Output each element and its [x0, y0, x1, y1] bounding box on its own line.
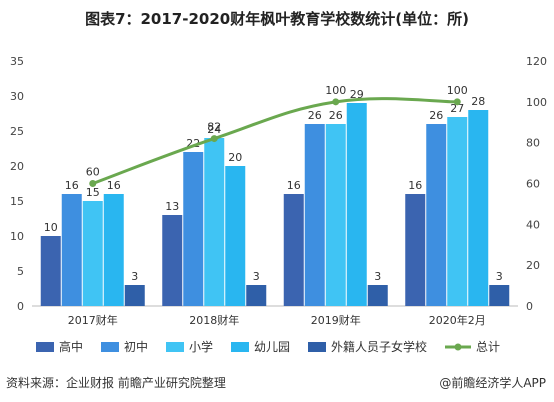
total-point: [332, 98, 340, 106]
bar-value-label: 3: [131, 270, 138, 283]
legend-swatch: [36, 342, 54, 352]
legend-label: 外籍人员子女学校: [331, 339, 427, 354]
bar: [367, 285, 388, 306]
bar: [183, 152, 204, 306]
y-left-tick-label: 0: [17, 300, 24, 313]
total-value-label: 82: [207, 121, 221, 134]
legend-label: 高中: [59, 339, 83, 354]
total-value-label: 60: [86, 166, 100, 179]
y-left-tick-label: 25: [10, 125, 24, 138]
bar-value-label: 26: [308, 109, 322, 122]
total-point: [89, 180, 97, 187]
bar: [325, 124, 346, 306]
y-left-tick-label: 35: [10, 55, 24, 68]
y-right-tick-label: 60: [526, 178, 540, 191]
bar-value-label: 16: [107, 179, 121, 192]
y-right-tick-label: 0: [526, 300, 533, 313]
bar-value-label: 13: [165, 200, 179, 213]
total-point: [210, 135, 218, 143]
bar: [304, 124, 325, 306]
legend-swatch: [308, 342, 326, 352]
bar-value-label: 3: [496, 270, 503, 283]
bar: [204, 138, 225, 306]
bar: [346, 103, 367, 306]
legend-label: 初中: [124, 339, 148, 354]
y-left-tick-label: 20: [10, 160, 24, 173]
bar: [426, 124, 447, 306]
bar-value-label: 28: [471, 95, 485, 108]
bar: [40, 236, 61, 306]
legend-label: 小学: [189, 339, 213, 354]
legend-label: 幼儿园: [254, 340, 290, 354]
y-left-tick-label: 15: [10, 195, 24, 208]
y-right-tick-label: 40: [526, 218, 540, 231]
y-left-tick-label: 30: [10, 90, 24, 103]
bar: [82, 201, 103, 306]
legend-swatch: [166, 342, 184, 352]
y-left-tick-label: 5: [17, 265, 24, 278]
bar: [162, 215, 183, 306]
y-right-tick-label: 100: [526, 96, 547, 109]
bar: [468, 110, 489, 306]
bar-value-label: 24: [207, 123, 221, 136]
bar-value-label: 16: [65, 179, 79, 192]
brand-note: @前瞻经济学人APP: [439, 376, 546, 390]
bar: [61, 194, 82, 306]
bar-value-label: 16: [287, 179, 301, 192]
total-line: [92, 97, 458, 185]
bar-value-label: 10: [44, 221, 58, 234]
bar-value-label: 15: [86, 186, 100, 199]
legend-swatch: [101, 342, 119, 352]
bar: [103, 194, 124, 306]
bar-value-label: 27: [450, 102, 464, 115]
total-value-label: 100: [447, 84, 468, 97]
bar-value-label: 29: [350, 88, 364, 101]
bar: [447, 117, 468, 306]
y-left-tick-label: 10: [10, 230, 24, 243]
bar-value-label: 20: [228, 151, 242, 164]
source-note: 资料来源：企业财报 前瞻产业研究院整理: [6, 376, 226, 390]
bar-value-label: 16: [408, 179, 422, 192]
x-tick-label: 2017财年: [68, 313, 118, 327]
bar-value-label: 26: [329, 109, 343, 122]
bar-value-label: 3: [253, 270, 260, 283]
bar: [489, 285, 510, 306]
chart-title: 图表7：2017-2020财年枫叶教育学校数统计(单位：所): [85, 10, 469, 28]
bar: [246, 285, 267, 306]
bar: [283, 194, 304, 306]
x-tick-label: 2020年2月: [429, 313, 486, 327]
bar-value-label: 3: [374, 270, 381, 283]
y-right-tick-label: 80: [526, 137, 540, 150]
legend-label: 总计: [476, 340, 500, 354]
x-tick-label: 2018财年: [189, 313, 239, 327]
legend-marker: [454, 343, 462, 351]
x-tick-label: 2019财年: [311, 313, 361, 327]
legend-swatch: [231, 342, 249, 352]
total-value-label: 100: [325, 84, 346, 97]
bar: [225, 166, 246, 306]
total-point: [453, 98, 461, 106]
bar: [405, 194, 426, 306]
y-right-tick-label: 20: [526, 259, 540, 272]
bar: [124, 285, 145, 306]
y-right-tick-label: 120: [526, 55, 547, 68]
bar-value-label: 26: [429, 109, 443, 122]
